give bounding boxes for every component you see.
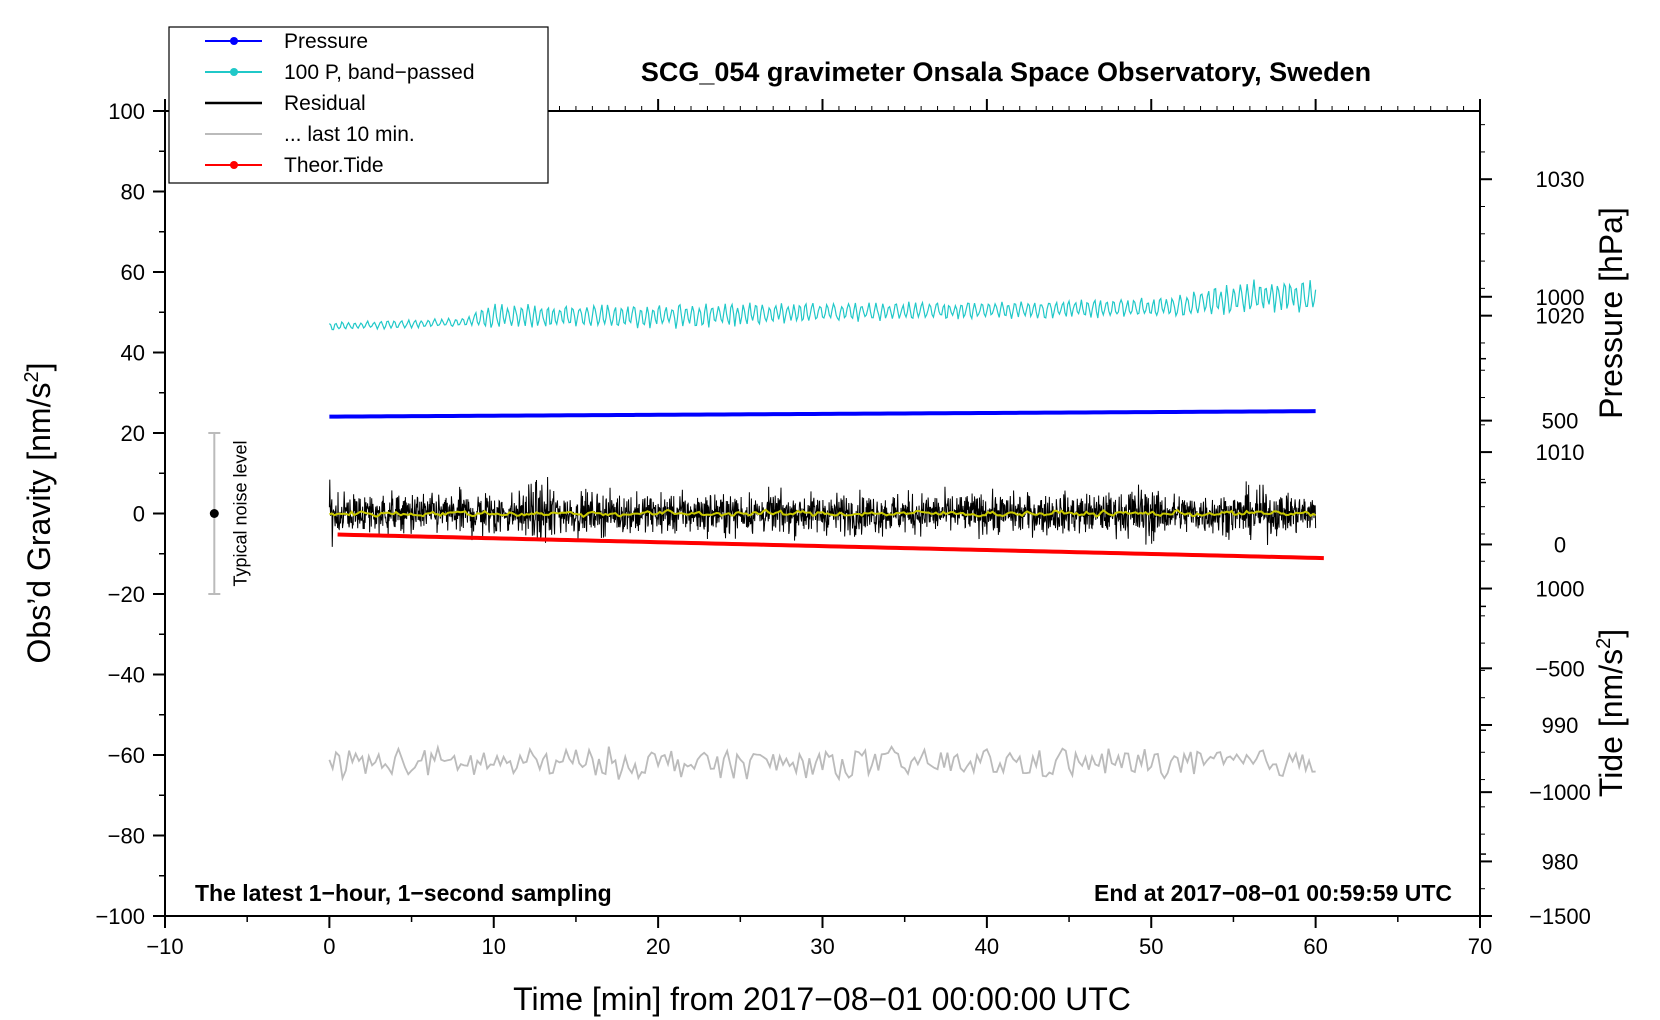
- legend-marker: [230, 68, 238, 76]
- y-tick-label-left: 0: [133, 502, 145, 527]
- y-tick-label-left: 100: [108, 99, 145, 124]
- y-tick-label-left: 60: [121, 260, 145, 285]
- x-tick-label: 20: [646, 934, 670, 959]
- x-axis-label: Time [min] from 2017−08−01 00:00:00 UTC: [513, 981, 1131, 1017]
- y-tick-label-left: 40: [121, 341, 145, 366]
- y-tick-label-tide: 0: [1554, 532, 1566, 557]
- x-tick-label: 70: [1468, 934, 1492, 959]
- legend-box: [168, 26, 549, 184]
- x-tick-label: 40: [975, 934, 999, 959]
- y-tick-label-pressure: 1000: [1536, 577, 1585, 602]
- noise-bar-center: [209, 509, 219, 518]
- y-tick-label-left: 80: [121, 180, 145, 205]
- y-tick-label-tide: 1000: [1536, 285, 1585, 310]
- series-layer: [328, 279, 1324, 782]
- annotation-left: The latest 1−hour, 1−second sampling: [195, 880, 612, 906]
- y-tick-label-pressure: 980: [1542, 849, 1579, 874]
- y-axis-label-tide-sup: 2: [1593, 638, 1615, 649]
- y-axis-label-tide: Tide [nm/s2]: [1593, 629, 1629, 797]
- axes-layer: −10 0 10 20 30 40 50 60 70−100−80−60−40−20020406…: [95, 99, 1591, 959]
- x-tick-label: 30: [810, 934, 834, 959]
- y-tick-label-pressure: 1030: [1536, 167, 1585, 192]
- y-tick-label-tide: −1000: [1529, 780, 1591, 805]
- y-tick-label-tide: 500: [1542, 409, 1579, 434]
- y-axis-label-tide-main: Tide [nm/s: [1593, 649, 1629, 797]
- chart-title: SCG_054 gravimeter Onsala Space Observat…: [641, 57, 1371, 87]
- legend-label: Theor.Tide: [284, 154, 384, 177]
- y-tick-label-pressure: 990: [1542, 713, 1579, 738]
- x-tick-label: 10: [482, 934, 506, 959]
- series-line-band-passed: [328, 279, 1317, 331]
- y-tick-label-pressure: 1020: [1536, 304, 1585, 329]
- legend-label: 100 P, band−passed: [284, 61, 475, 84]
- series-line-residual: [328, 477, 1317, 547]
- annotation-right: End at 2017−08−01 00:59:59 UTC: [1094, 880, 1452, 906]
- y-tick-label-left: 20: [121, 421, 145, 446]
- legend: Pressure 100 P, band−passed Residual ... la…: [168, 26, 549, 184]
- y-tick-label-left: −40: [108, 663, 145, 688]
- y-axis-label-left-main: Obs’d Gravity [nm/s: [21, 383, 57, 664]
- series-line-pressure: [329, 409, 1316, 419]
- x-tick-label: 50: [1139, 934, 1163, 959]
- x-tick-label: 0: [323, 934, 335, 959]
- noise-bar-label: Typical noise level: [230, 440, 250, 586]
- x-tick-label: −10: [146, 934, 183, 959]
- legend-label: ... last 10 min.: [284, 123, 415, 146]
- y-tick-label-left: −100: [95, 904, 145, 929]
- series-line-last-10-min: [328, 743, 1316, 782]
- y-tick-label-left: −80: [108, 824, 145, 849]
- y-tick-label-left: −20: [108, 582, 145, 607]
- x-tick-label: 60: [1303, 934, 1327, 959]
- legend-label: Pressure: [284, 30, 368, 53]
- y-tick-label-pressure: 1010: [1536, 440, 1585, 465]
- y-axis-label-tide-end: ]: [1593, 629, 1629, 638]
- y-axis-label-left-sup: 2: [21, 371, 43, 382]
- noise-level-indicator: Typical noise level: [208, 432, 250, 595]
- legend-marker: [230, 161, 238, 169]
- series-line-residual-smoothed: [329, 508, 1317, 519]
- y-tick-label-tide: −1500: [1529, 904, 1591, 929]
- y-axis-label-pressure: Pressure [hPa]: [1593, 207, 1629, 419]
- legend-marker: [230, 37, 238, 45]
- y-axis-label-left: Obs’d Gravity [nm/s2]: [21, 363, 57, 664]
- series-line-theor-tide: [337, 532, 1324, 561]
- y-axis-label-left-end: ]: [21, 363, 57, 372]
- y-tick-label-left: −60: [108, 743, 145, 768]
- y-tick-label-tide: −500: [1535, 656, 1585, 681]
- legend-label: Residual: [284, 92, 366, 115]
